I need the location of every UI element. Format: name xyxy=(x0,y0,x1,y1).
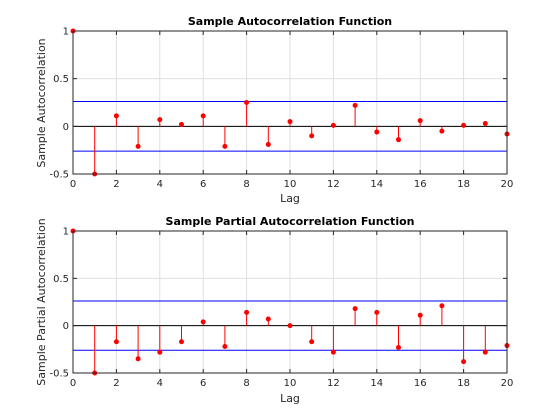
acf-stem-marker xyxy=(461,122,467,128)
pacf-xtick-label: 20 xyxy=(501,378,514,389)
acf-xtick-label: 0 xyxy=(70,179,76,190)
pacf-stem-marker xyxy=(482,349,488,355)
pacf-stem-marker xyxy=(244,309,250,315)
acf-stem-marker xyxy=(157,117,163,123)
pacf-ytick-label: 0.5 xyxy=(53,274,69,285)
acf-xtick-label: 18 xyxy=(457,179,470,190)
acf-xtick-label: 6 xyxy=(200,179,206,190)
pacf-stem-marker xyxy=(330,349,336,355)
acf-stem-marker xyxy=(265,141,271,147)
pacf-ylabel: Sample Partial Autocorrelation xyxy=(35,218,48,385)
pacf-xtick-label: 10 xyxy=(284,378,297,389)
acf-stem-marker xyxy=(200,113,206,119)
acf-stem-marker xyxy=(374,129,380,135)
acf-ytick-label: 1 xyxy=(63,27,69,38)
pacf-stem-marker xyxy=(287,323,293,329)
acf-title: Sample Autocorrelation Function xyxy=(188,15,392,28)
pacf-xtick-label: 2 xyxy=(113,378,119,389)
acf-stem-marker xyxy=(113,113,119,119)
acf-stem-marker xyxy=(309,133,315,139)
acf-xtick-label: 14 xyxy=(370,179,383,190)
acf-stem-marker xyxy=(244,100,250,105)
acf-xtick-label: 16 xyxy=(414,179,427,190)
acf-stem-marker xyxy=(417,118,423,124)
pacf-title: Sample Partial Autocorrelation Function xyxy=(166,215,415,228)
pacf-xtick-label: 18 xyxy=(457,378,470,389)
acf-xtick-label: 12 xyxy=(327,179,340,190)
pacf-ytick-label: 0 xyxy=(63,321,69,332)
acf-stem-marker xyxy=(439,128,445,134)
acf-stem-marker xyxy=(482,120,488,126)
pacf-stem-marker xyxy=(396,344,401,350)
pacf-ytick-label: -0.5 xyxy=(49,369,69,380)
acf-ylabel: Sample Autocorrelation xyxy=(35,38,48,167)
acf-xtick-label: 10 xyxy=(284,179,297,190)
pacf-stem-marker xyxy=(374,309,380,315)
acf-ytick-label: 0 xyxy=(63,122,69,133)
pacf-stem-marker xyxy=(135,356,141,362)
acf-xtick-label: 8 xyxy=(243,179,249,190)
pacf-xtick-label: 12 xyxy=(327,378,340,389)
acf-xtick-label: 20 xyxy=(501,179,514,190)
pacf-stem-marker xyxy=(179,339,184,345)
pacf-stem-marker xyxy=(222,343,228,349)
acf-xtick-label: 4 xyxy=(157,179,163,190)
acf-stem-marker xyxy=(330,122,336,128)
pacf-stem-marker xyxy=(113,339,119,345)
pacf-stem-marker xyxy=(417,312,423,318)
pacf-stem-marker xyxy=(461,359,467,365)
acf-stem-marker xyxy=(179,121,184,127)
pacf-xtick-label: 0 xyxy=(70,378,76,389)
acf-ytick-label: 0.5 xyxy=(53,74,69,85)
acf-stem-marker xyxy=(352,102,358,108)
pacf-xtick-label: 8 xyxy=(243,378,249,389)
pacf-xtick-label: 14 xyxy=(370,378,383,389)
pacf-plot: Sample Partial Autocorrelation Function … xyxy=(35,215,513,405)
pacf-stem-marker xyxy=(439,303,445,309)
acf-stem-marker xyxy=(287,119,293,125)
pacf-xlabel: Lag xyxy=(280,392,300,405)
pacf-ytick-label: 1 xyxy=(63,227,69,238)
pacf-xtick-label: 16 xyxy=(414,378,427,389)
pacf-stem-marker xyxy=(352,306,358,312)
pacf-stem-marker xyxy=(157,349,163,355)
pacf-stem-marker xyxy=(265,316,271,322)
pacf-xtick-label: 6 xyxy=(200,378,206,389)
acf-stem-marker xyxy=(222,143,228,149)
acf-stem-marker xyxy=(135,143,141,149)
acf-plot: Sample Autocorrelation Function Lag Samp… xyxy=(35,15,513,205)
acf-xtick-label: 2 xyxy=(113,179,119,190)
pacf-stem-marker xyxy=(200,319,206,325)
acf-stem-marker xyxy=(396,137,401,143)
pacf-stem-marker xyxy=(309,339,315,345)
pacf-xtick-label: 4 xyxy=(157,378,163,389)
acf-ytick-label: -0.5 xyxy=(49,170,69,181)
acf-xlabel: Lag xyxy=(280,192,300,205)
